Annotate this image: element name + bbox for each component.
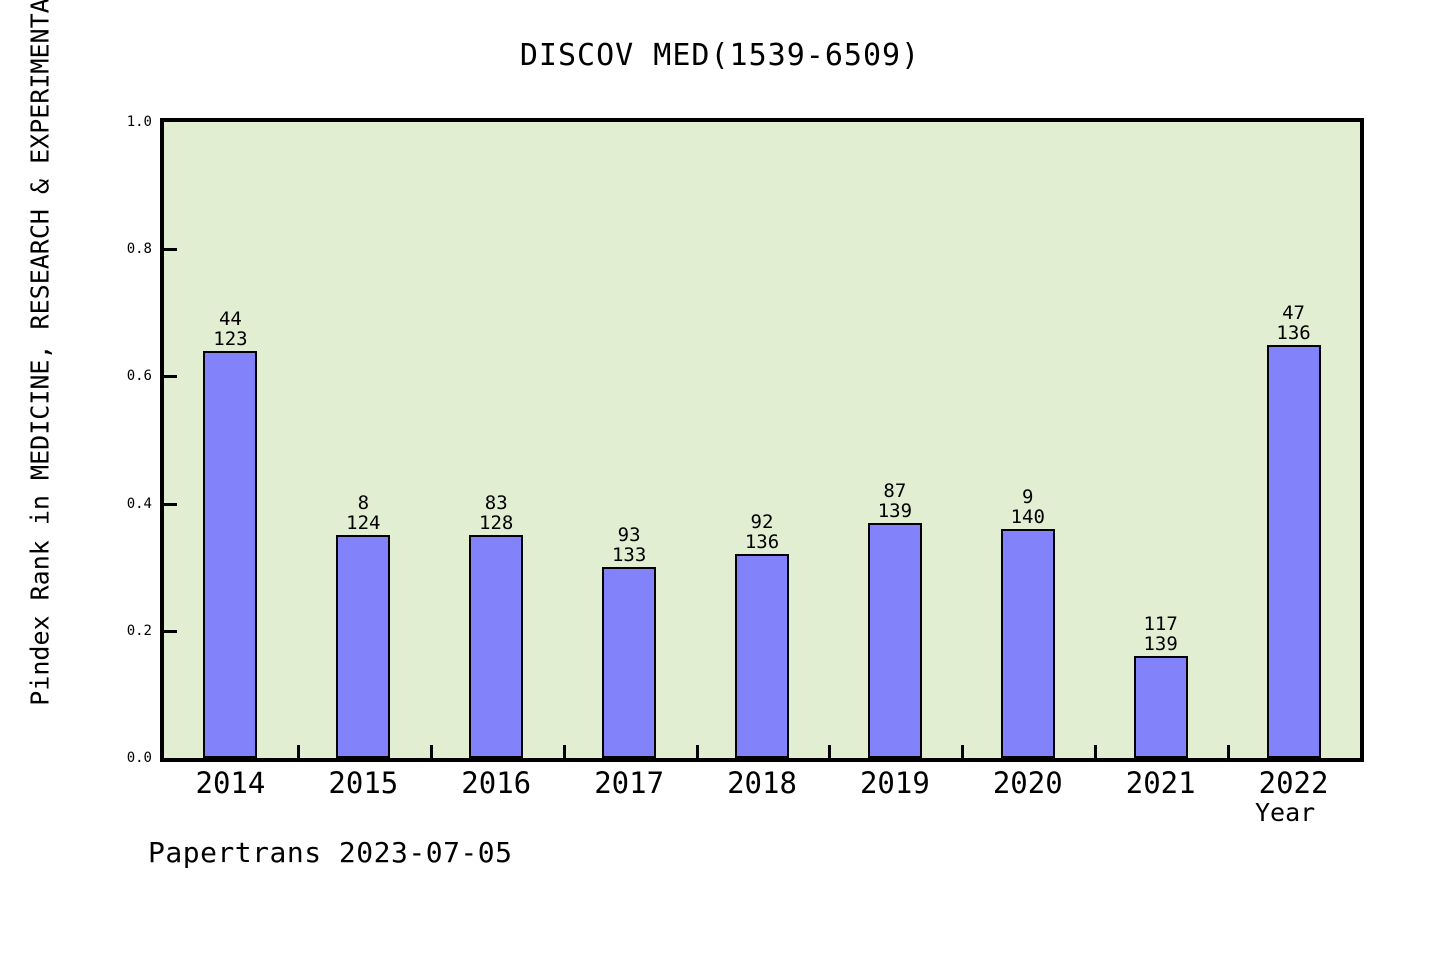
bar-label-top-2021: 117 <box>1143 613 1178 636</box>
y-tick-mark <box>164 375 177 379</box>
x-tick-label-2015: 2015 <box>328 766 399 800</box>
y-tick-mark <box>164 629 177 633</box>
x-tick-label-2017: 2017 <box>594 766 665 800</box>
x-tick-mark <box>296 745 300 758</box>
x-axis-label: Year <box>1255 798 1316 827</box>
bar-label-top-2017: 93 <box>617 524 641 547</box>
bar-2018[interactable] <box>735 554 789 758</box>
bar-2015[interactable] <box>336 535 391 758</box>
bar-value-label-2014: 44 123 <box>170 309 290 349</box>
y-tick-label-0.2: 0.2 <box>126 622 152 639</box>
x-tick-mark <box>429 745 433 758</box>
x-tick-mark <box>961 745 965 758</box>
bar-2019[interactable] <box>867 522 922 758</box>
bar-2016[interactable] <box>469 535 524 758</box>
y-tick-label-0.0: 0.0 <box>126 750 152 766</box>
bar-label-bottom-2015: 124 <box>346 512 381 535</box>
bar-2017[interactable] <box>602 567 657 758</box>
x-tick-label-2014: 2014 <box>195 766 266 800</box>
bar-value-label-2017: 93 133 <box>569 525 689 565</box>
bar-value-label-2022: 47 136 <box>1234 303 1354 343</box>
y-tick-label-0.4: 0.4 <box>126 495 152 512</box>
x-tick-label-2020: 2020 <box>992 766 1063 800</box>
bar-label-top-2018: 92 <box>750 511 774 534</box>
y-tick-mark <box>164 248 177 252</box>
plot-area: 44 123 8 124 83 128 93 133 92 136 87 139 9 140 117 139 4… <box>160 118 1364 762</box>
bar-value-label-2019: 87 139 <box>835 481 955 521</box>
bar-label-bottom-2022: 136 <box>1276 321 1311 344</box>
chart-title: DISCOV MED(1539-6509) <box>519 38 921 73</box>
y-tick-label-1.0: 1.0 <box>126 114 152 130</box>
bar-value-label-2021: 117 139 <box>1101 614 1221 654</box>
bar-value-label-2018: 92 136 <box>702 512 822 552</box>
bar-label-top-2022: 47 <box>1282 301 1305 324</box>
bar-2022[interactable] <box>1266 344 1321 758</box>
bar-value-label-2020: 9 140 <box>968 487 1088 527</box>
bar-2021[interactable] <box>1133 656 1188 758</box>
plot-inner: 44 123 8 124 83 128 93 133 92 136 87 139 9 140 117 139 4… <box>164 122 1360 758</box>
footer-annotation: Papertrans 2023-07-05 <box>148 836 513 869</box>
x-tick-mark <box>695 745 699 758</box>
y-axis-label: Pindex Rank in MEDICINE, RESEARCH & EXPE… <box>25 0 55 706</box>
bar-label-top-2016: 83 <box>484 492 508 515</box>
x-tick-label-2021: 2021 <box>1125 766 1196 800</box>
x-tick-mark <box>1227 745 1231 758</box>
x-tick-label-2016: 2016 <box>461 766 532 800</box>
bar-label-top-2015: 8 <box>357 492 370 515</box>
bar-label-bottom-2021: 139 <box>1143 633 1178 656</box>
x-tick-mark <box>1094 745 1098 758</box>
bar-2020[interactable] <box>1000 529 1055 758</box>
x-tick-label-2019: 2019 <box>859 766 930 800</box>
bar-label-bottom-2016: 128 <box>479 512 514 535</box>
bar-label-top-2014: 44 <box>218 307 242 330</box>
bar-2014[interactable] <box>203 350 258 758</box>
bar-value-label-2016: 83 128 <box>436 493 556 533</box>
bar-label-bottom-2019: 139 <box>877 499 913 522</box>
bar-label-bottom-2017: 133 <box>611 544 647 567</box>
bar-value-label-2015: 8 124 <box>303 493 423 533</box>
x-tick-label-2018: 2018 <box>727 766 797 800</box>
bar-label-top-2019: 87 <box>883 479 907 502</box>
x-tick-mark <box>828 745 832 758</box>
bar-label-top-2020: 9 <box>1022 486 1034 509</box>
bar-label-bottom-2018: 136 <box>744 531 780 554</box>
x-tick-label-2022: 2022 <box>1258 766 1329 800</box>
y-tick-label-0.8: 0.8 <box>126 241 152 258</box>
bar-label-bottom-2014: 123 <box>213 327 248 350</box>
y-tick-label-0.6: 0.6 <box>126 368 152 385</box>
bar-label-bottom-2020: 140 <box>1010 506 1045 529</box>
x-tick-mark <box>562 745 566 758</box>
y-tick-mark <box>164 502 177 506</box>
